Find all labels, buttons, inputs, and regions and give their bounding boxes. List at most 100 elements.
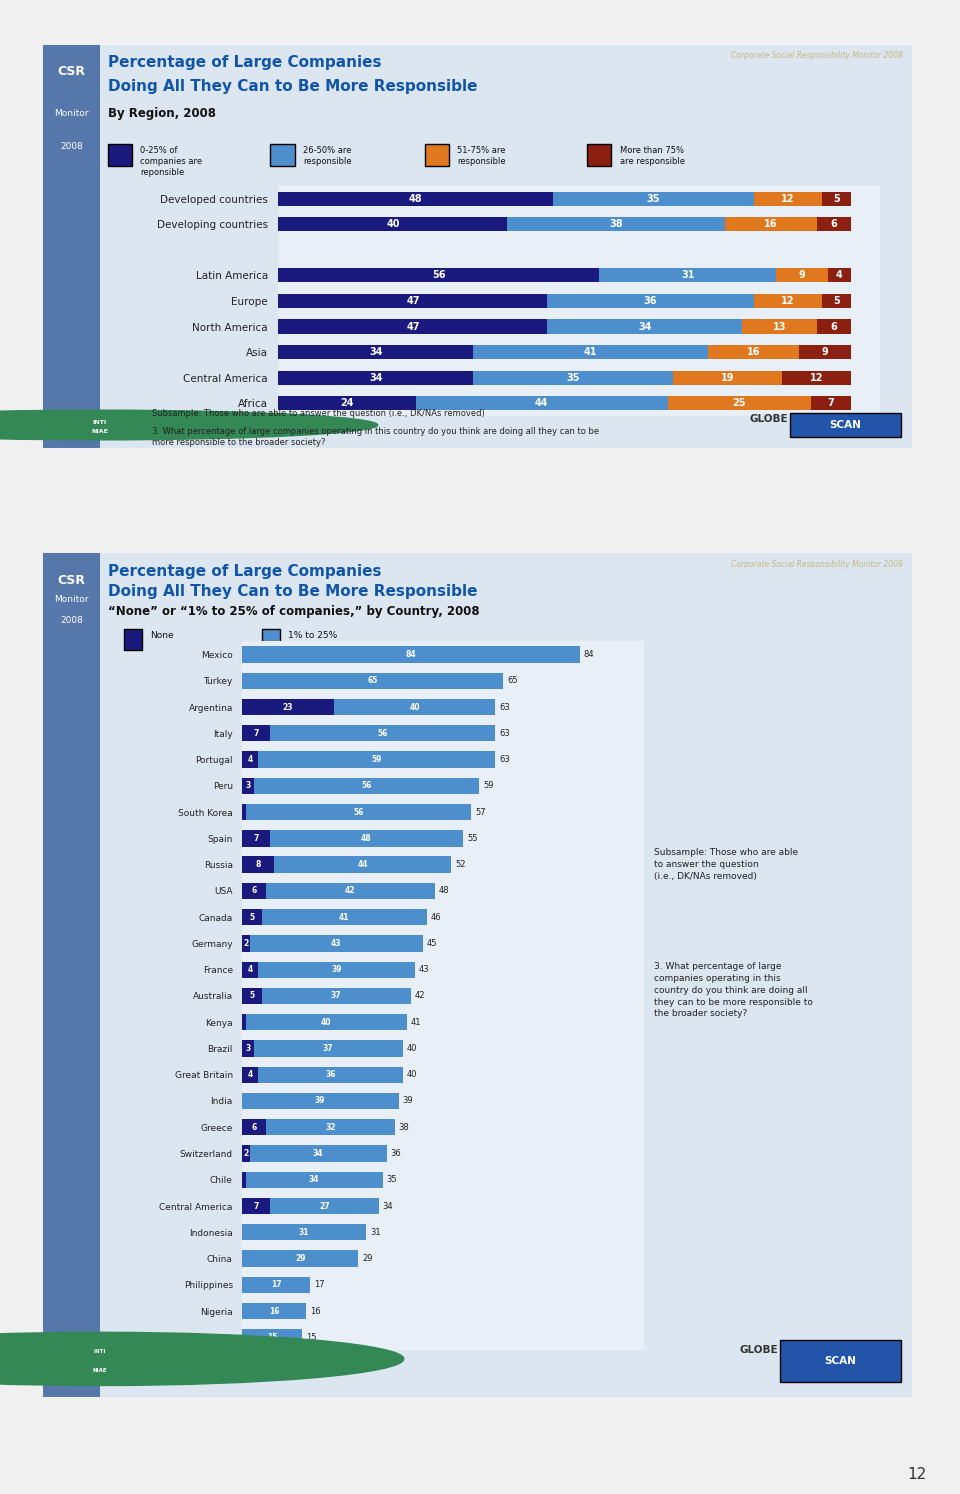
Bar [270, 831, 463, 847]
Text: 7: 7 [253, 1201, 258, 1210]
Text: 34: 34 [309, 1176, 320, 1185]
Text: 9: 9 [799, 270, 805, 281]
Text: 45: 45 [427, 938, 438, 947]
Bar [742, 320, 817, 333]
Text: 39: 39 [315, 1097, 325, 1106]
FancyBboxPatch shape [588, 143, 612, 166]
Text: 34: 34 [369, 372, 382, 382]
Bar [242, 1277, 310, 1292]
Bar [547, 294, 754, 308]
Text: Monitor: Monitor [54, 595, 88, 604]
Bar [800, 345, 851, 359]
Text: 8: 8 [255, 861, 260, 870]
Text: 38: 38 [610, 220, 623, 229]
Bar [242, 1303, 306, 1319]
Text: 3. What percentage of large
companies operating in this
country do you think are: 3. What percentage of large companies op… [654, 962, 812, 1019]
Text: 2008: 2008 [60, 142, 83, 151]
Text: 12: 12 [781, 194, 795, 203]
Text: 43: 43 [419, 965, 429, 974]
Text: “None” or “1% to 25% of companies,” by Country, 2008: “None” or “1% to 25% of companies,” by C… [108, 605, 479, 619]
Text: 16: 16 [747, 347, 760, 357]
Bar [242, 1171, 246, 1188]
Text: 32: 32 [325, 1123, 336, 1132]
Text: 40: 40 [407, 1070, 418, 1079]
Text: 31: 31 [681, 270, 694, 281]
Text: Monitor: Monitor [54, 109, 88, 118]
Text: 48: 48 [439, 886, 449, 895]
Text: 3: 3 [245, 1044, 251, 1053]
Text: 5: 5 [250, 913, 254, 922]
Text: 56: 56 [377, 729, 388, 738]
Text: csr08_3_reg: csr08_3_reg [174, 417, 220, 426]
Bar [242, 935, 250, 952]
Text: 5: 5 [833, 194, 840, 203]
Text: 63: 63 [499, 729, 510, 738]
Bar [242, 1092, 398, 1109]
Text: 29: 29 [295, 1253, 305, 1262]
Bar [508, 217, 725, 232]
Text: GLOBE: GLOBE [749, 414, 788, 424]
Text: 44: 44 [535, 399, 548, 408]
Text: 35: 35 [647, 194, 660, 203]
Text: SCAN: SCAN [829, 420, 861, 430]
Bar [334, 699, 495, 716]
Text: 26-50% are
responsible: 26-50% are responsible [302, 146, 351, 166]
Text: Subsample: Those who are able
to answer the question
(i.e., DK/NAs removed): Subsample: Those who are able to answer … [654, 849, 798, 881]
FancyBboxPatch shape [790, 414, 900, 436]
Text: 3: 3 [245, 781, 251, 790]
Bar [242, 988, 262, 1004]
Text: 39: 39 [331, 965, 342, 974]
Text: 1% to 25%: 1% to 25% [288, 632, 337, 641]
Text: Subsample: Those who are able to answer the question (i.e., DK/NAs removed): Subsample: Those who are able to answer … [152, 409, 485, 418]
Bar [242, 672, 503, 689]
Text: 5: 5 [833, 296, 840, 306]
Bar [242, 804, 246, 820]
Text: 7: 7 [828, 399, 834, 408]
Text: 43: 43 [331, 938, 342, 947]
Text: More than 75%
are responsible: More than 75% are responsible [619, 146, 684, 166]
Text: 12: 12 [810, 372, 824, 382]
Text: 5: 5 [250, 992, 254, 1001]
Text: 17: 17 [271, 1280, 281, 1289]
Bar [258, 1067, 402, 1083]
Text: 15: 15 [306, 1333, 317, 1342]
Text: 56: 56 [432, 270, 445, 281]
Text: 12: 12 [907, 1467, 926, 1482]
Text: 3. What percentage of large companies operating in this country do you think are: 3. What percentage of large companies op… [152, 427, 599, 447]
Bar [828, 269, 851, 282]
Text: 6: 6 [252, 1123, 256, 1132]
Text: 56: 56 [361, 781, 372, 790]
Bar [242, 1146, 250, 1162]
Bar [278, 191, 553, 206]
Bar [274, 856, 451, 872]
Bar [262, 988, 411, 1004]
Bar [250, 1146, 387, 1162]
Bar [250, 935, 422, 952]
Text: 36: 36 [644, 296, 658, 306]
Text: 40: 40 [321, 1017, 331, 1026]
Text: 52: 52 [455, 861, 466, 870]
Text: 37: 37 [323, 1044, 333, 1053]
Text: 2: 2 [243, 1149, 249, 1158]
Bar [599, 269, 777, 282]
Text: CSR: CSR [58, 574, 85, 587]
Text: 24: 24 [341, 399, 354, 408]
Text: 57: 57 [475, 808, 486, 817]
Bar [242, 778, 253, 793]
Text: 35: 35 [566, 372, 580, 382]
FancyBboxPatch shape [262, 629, 280, 650]
Bar [266, 1119, 395, 1135]
Text: 4: 4 [836, 270, 843, 281]
Text: 47: 47 [406, 296, 420, 306]
Bar [278, 371, 473, 384]
Text: 17: 17 [314, 1280, 324, 1289]
Text: 51-75% are
responsible: 51-75% are responsible [457, 146, 506, 166]
Text: 38: 38 [398, 1123, 409, 1132]
Text: 6: 6 [830, 321, 837, 332]
Bar [278, 320, 547, 333]
Text: 34: 34 [369, 347, 382, 357]
Text: 4: 4 [248, 1070, 252, 1079]
Bar [553, 191, 754, 206]
Text: 84: 84 [405, 650, 416, 659]
Bar [242, 831, 270, 847]
